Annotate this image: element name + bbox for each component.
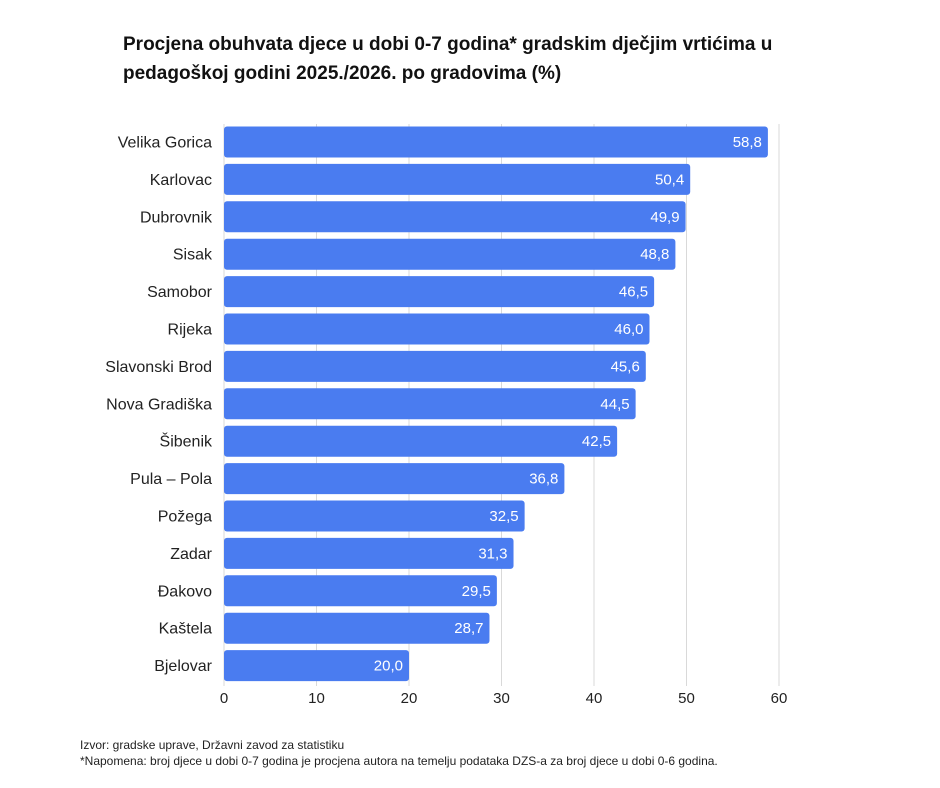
source-note: Izvor: gradske uprave, Državni zavod za …: [80, 738, 345, 752]
category-label: Slavonski Brod: [105, 359, 212, 376]
category-label: Zadar: [170, 546, 212, 563]
category-label: Rijeka: [168, 322, 213, 339]
x-tick-label: 50: [678, 690, 695, 707]
category-label: Kaštela: [159, 621, 212, 638]
category-label: Nova Gradiška: [106, 396, 212, 413]
category-labels: Velika Gorica Karlovac Dubrovnik Sisak Samob…: [105, 135, 213, 676]
methodology-note: *Napomena: broj djece u dobi 0-7 godina …: [80, 754, 718, 768]
category-label: Dubrovnik: [140, 209, 213, 226]
x-tick-label: 40: [586, 690, 603, 707]
bar: [224, 276, 655, 308]
category-label: Šibenik: [160, 432, 213, 451]
category-label: Bjelovar: [154, 658, 212, 675]
bar-value-label: 46,0: [614, 321, 643, 338]
x-axis-ticks: 0 10 20 30 40 50 60: [220, 690, 788, 707]
bar-value-label: 32,5: [489, 508, 518, 525]
bar-value-label: 29,5: [462, 583, 491, 600]
x-tick-label: 30: [493, 690, 510, 707]
bar-value-label: 31,3: [478, 545, 507, 562]
bar-value-label: 42,5: [582, 433, 611, 450]
bar: [224, 612, 490, 644]
category-label: Pula – Pola: [130, 471, 212, 488]
category-label: Požega: [158, 509, 212, 526]
x-tick-label: 10: [308, 690, 325, 707]
category-label: Karlovac: [150, 172, 212, 189]
bar: [224, 650, 409, 682]
bar: [224, 313, 650, 345]
bar: [224, 163, 691, 195]
category-label: Samobor: [147, 284, 213, 301]
bar-value-label: 50,4: [655, 171, 684, 188]
bar-value-label: 58,8: [733, 134, 762, 151]
bar-value-label: 46,5: [619, 284, 648, 301]
bar: [224, 425, 618, 457]
bar-value-label: 20,0: [374, 658, 403, 675]
bar: [224, 350, 646, 382]
bars: 58,8 50,4 49,9 48,8 46,5 46,0 45,6 44,5 42,5 36,8…: [224, 126, 768, 682]
category-label: Đakovo: [158, 583, 212, 600]
x-tick-label: 20: [401, 690, 418, 707]
x-tick-label: 0: [220, 690, 228, 707]
bar: [224, 388, 636, 420]
bar: [224, 201, 686, 233]
x-tick-label: 60: [771, 690, 788, 707]
bar-value-label: 49,9: [650, 209, 679, 226]
bar: [224, 575, 497, 607]
bar-value-label: 45,6: [611, 358, 640, 375]
bar: [224, 126, 768, 158]
footer: Izvor: gradske uprave, Državni zavod za …: [80, 737, 718, 769]
bar-value-label: 44,5: [600, 396, 629, 413]
bar-value-label: 48,8: [640, 246, 669, 263]
category-label: Sisak: [173, 247, 213, 264]
bar: [224, 500, 525, 532]
bar: [224, 537, 514, 569]
bar-value-label: 28,7: [454, 620, 483, 637]
chart-title: Procjena obuhvata djece u dobi 0-7 godin…: [123, 34, 773, 84]
bar: [224, 238, 676, 270]
category-label: Velika Gorica: [118, 135, 212, 152]
bar-value-label: 36,8: [529, 471, 558, 488]
bar: [224, 463, 565, 495]
